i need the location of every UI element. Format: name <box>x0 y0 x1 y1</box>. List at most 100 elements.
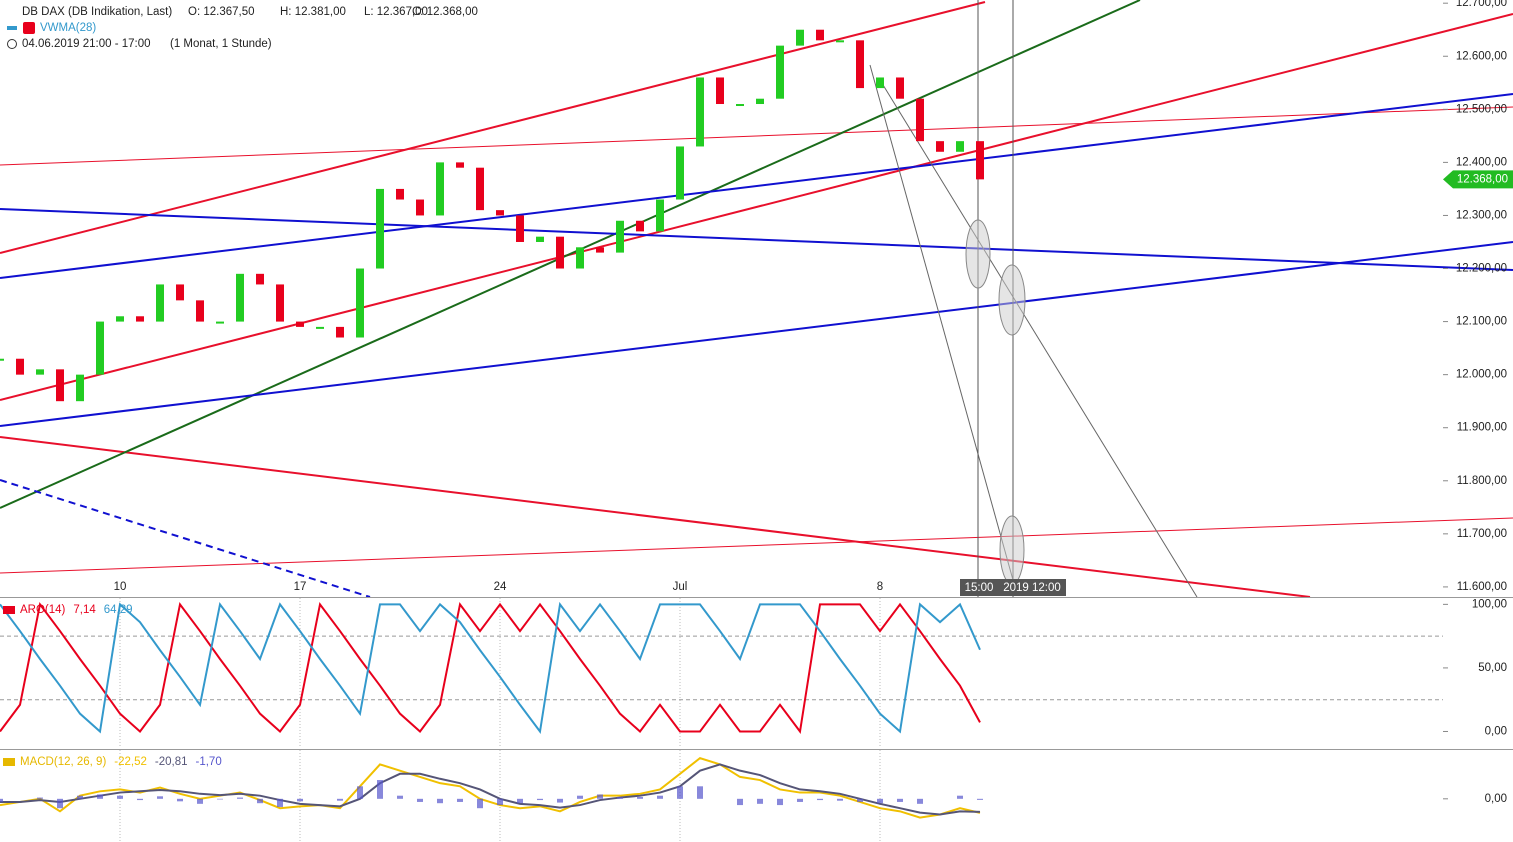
candle <box>356 268 364 338</box>
histogram-bar <box>737 798 743 806</box>
y-tick-label: 0,00 <box>1485 793 1507 805</box>
candle <box>396 188 404 200</box>
candle <box>896 77 904 99</box>
histogram-bar <box>257 798 263 804</box>
histogram-bar <box>697 786 703 799</box>
candle <box>976 141 984 180</box>
cursor-box <box>998 579 1066 596</box>
histogram-bar <box>397 795 403 799</box>
close: C: 12.368,00 <box>412 6 478 18</box>
indicator-line <box>0 757 981 819</box>
x-tick-label: 17 <box>294 581 307 593</box>
histogram-bar <box>177 798 183 802</box>
histogram-bar <box>777 798 783 806</box>
histogram-bar <box>557 798 563 803</box>
histogram-bar <box>357 786 363 799</box>
histogram-bar <box>377 780 383 799</box>
candle <box>136 316 144 322</box>
legend-value: -1,70 <box>196 756 222 768</box>
candle <box>296 321 304 327</box>
cursor-time: 15:00 <box>965 582 994 594</box>
indicator-line <box>0 601 981 734</box>
histogram-bar <box>117 795 123 799</box>
y-tick-label: 11.600,00 <box>1457 581 1507 593</box>
candle <box>196 300 204 322</box>
legend-value: 7,14 <box>73 604 96 616</box>
candle <box>696 77 704 147</box>
candle <box>76 374 84 402</box>
candle <box>596 247 604 253</box>
histogram-bar <box>677 786 683 799</box>
histogram-bar <box>57 798 63 809</box>
candle <box>676 146 684 200</box>
legend-value: -22,52 <box>114 756 147 768</box>
last-price-label: 12.368,00 <box>1457 173 1508 185</box>
candle <box>856 40 864 89</box>
histogram-bar <box>757 798 763 804</box>
period: (1 Monat, 1 Stunde) <box>170 38 272 50</box>
legend-value: 64,29 <box>104 604 133 616</box>
histogram-bar <box>417 798 423 802</box>
histogram-bar <box>457 798 463 802</box>
range: 04.06.2019 21:00 - 17:00 <box>22 38 151 50</box>
y-tick-label: 12.000,00 <box>1456 369 1507 381</box>
histogram-bar <box>597 794 603 799</box>
histogram-bar <box>817 798 823 801</box>
candle <box>156 284 164 322</box>
histogram-bar <box>977 798 983 800</box>
candle <box>56 369 64 402</box>
y-tick-label: 100,00 <box>1472 598 1507 610</box>
candle <box>16 358 24 375</box>
histogram-bar <box>237 797 243 799</box>
histogram-bar <box>637 796 643 799</box>
histogram-bar <box>577 795 583 799</box>
histogram-bar <box>877 798 883 804</box>
histogram-bar <box>0 798 3 802</box>
candle <box>916 98 924 142</box>
candle <box>436 162 444 216</box>
y-tick-label: 12.200,00 <box>1456 263 1507 275</box>
icon <box>23 22 35 34</box>
legend-icon <box>3 758 15 766</box>
histogram-bar <box>897 798 903 802</box>
candle <box>456 162 464 168</box>
histogram-bar <box>337 798 343 801</box>
histogram-bar <box>77 795 83 799</box>
histogram-bar <box>437 798 443 804</box>
candle <box>536 236 544 242</box>
legend-value: -20,81 <box>155 756 188 768</box>
candle <box>836 40 844 43</box>
candle <box>256 273 264 285</box>
candle <box>796 29 804 46</box>
histogram-bar <box>497 798 503 806</box>
candle <box>576 247 584 269</box>
candle <box>0 358 4 361</box>
y-tick-label: 12.100,00 <box>1456 316 1507 328</box>
y-tick-label: 11.700,00 <box>1457 528 1507 540</box>
candle <box>616 220 624 253</box>
legend-title: MACD(12, 26, 9) <box>20 756 106 768</box>
x-tick-label: 24 <box>494 581 507 593</box>
histogram-bar <box>957 795 963 799</box>
candle <box>96 321 104 375</box>
y-tick-label: 11.900,00 <box>1457 422 1507 434</box>
y-tick-label: 12.300,00 <box>1456 209 1507 221</box>
y-tick-label: 12.700,00 <box>1456 0 1507 9</box>
histogram-bar <box>617 796 623 799</box>
histogram-bar <box>917 798 923 804</box>
legend-icon <box>3 606 15 614</box>
candle <box>556 236 564 269</box>
x-tick-label: Jul <box>673 581 688 593</box>
candle <box>236 273 244 322</box>
candle <box>516 215 524 242</box>
candle <box>716 77 724 105</box>
high: H: 12.381,00 <box>280 6 346 18</box>
candle <box>876 77 884 89</box>
histogram-bar <box>537 798 543 801</box>
histogram-bar <box>297 798 303 802</box>
candle <box>176 284 184 301</box>
y-tick-label: 50,00 <box>1478 662 1507 674</box>
y-tick-label: 12.600,00 <box>1456 50 1507 62</box>
candle <box>316 326 324 329</box>
